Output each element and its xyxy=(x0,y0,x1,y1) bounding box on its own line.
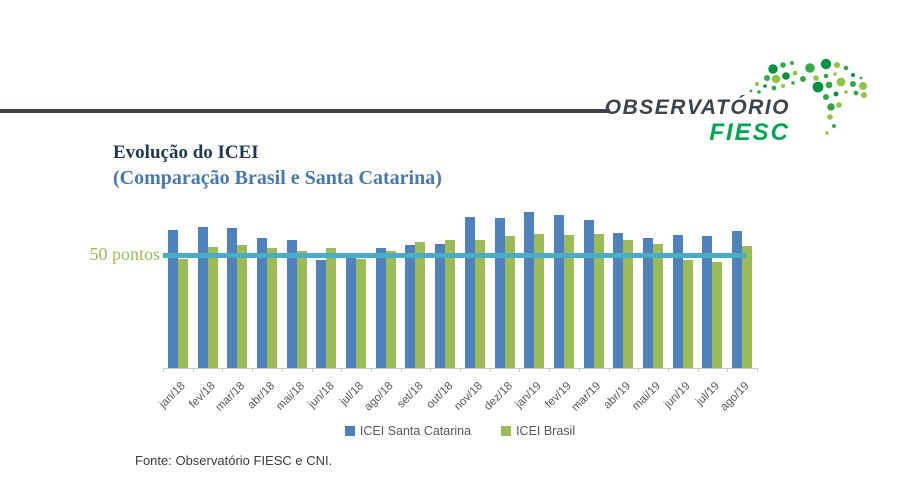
x-axis-tick xyxy=(489,368,491,372)
bar-santa-catarina-dez/18 xyxy=(494,217,505,368)
legend-label-santa-catarina: ICEI Santa Catarina xyxy=(359,424,472,438)
bar-santa-catarina-jul/18 xyxy=(346,257,356,368)
bar-brasil-ago/18 xyxy=(385,250,396,368)
x-axis-tick xyxy=(638,368,640,372)
bar-brasil-mar/19 xyxy=(593,233,604,368)
x-axis-label-jan/18: jan/18 xyxy=(157,380,188,411)
x-axis-tick xyxy=(667,368,669,372)
legend-item-brasil: ICEI Brasil xyxy=(501,424,575,438)
chart-title-block: Evolução do ICEI (Comparação Brasil e Sa… xyxy=(113,140,442,192)
legend-swatch-blue-icon xyxy=(344,426,355,436)
logo-wordmark-observatorio: OBSERVATÓRIO xyxy=(604,96,790,119)
bar-brasil-mai/19 xyxy=(653,243,663,368)
header-rule xyxy=(0,109,610,113)
reference-line-label: 50 pontos xyxy=(89,244,160,264)
bar-brasil-set/18 xyxy=(415,241,426,368)
bar-santa-catarina-abr/19 xyxy=(613,232,624,368)
bar-santa-catarina-out/18 xyxy=(435,243,446,368)
bar-santa-catarina-jan/19 xyxy=(524,212,535,368)
logo-wordmark-fiesc: FIESC xyxy=(709,119,790,146)
bar-brasil-jun/19 xyxy=(682,259,693,368)
chart-title: Evolução do ICEI xyxy=(113,142,259,163)
bar-brasil-jan/18 xyxy=(177,258,188,368)
x-axis-label-jun/18: jun/18 xyxy=(305,380,337,411)
bar-santa-catarina-ago/18 xyxy=(375,248,386,368)
x-axis-tick xyxy=(549,368,551,372)
x-axis-label-jan/19: jan/19 xyxy=(513,380,545,411)
x-axis-tick xyxy=(252,368,254,372)
x-axis-label-jun/19: jun/19 xyxy=(662,380,693,411)
bar-brasil-mar/18 xyxy=(237,245,248,368)
x-axis-tick xyxy=(608,368,610,372)
bar-brasil-jan/19 xyxy=(534,233,545,368)
x-axis-tick xyxy=(697,368,699,372)
bar-brasil-fev/19 xyxy=(563,234,574,368)
x-axis-tick xyxy=(370,368,372,372)
bar-santa-catarina-abr/18 xyxy=(256,238,267,368)
bar-santa-catarina-mai/19 xyxy=(643,238,653,368)
bar-brasil-jul/19 xyxy=(712,261,723,368)
bar-brasil-jun/18 xyxy=(326,248,337,368)
x-axis-tick xyxy=(430,368,432,372)
bar-brasil-ago/19 xyxy=(742,246,753,368)
chart-legend: ICEI Santa Catarina ICEI Brasil xyxy=(163,424,757,438)
reference-line-50-pontos xyxy=(163,252,746,258)
bar-santa-catarina-fev/18 xyxy=(197,226,208,368)
x-axis-tick xyxy=(281,368,283,372)
bar-santa-catarina-mar/19 xyxy=(583,220,594,368)
x-axis-label-out/18: out/18 xyxy=(424,380,456,412)
x-axis-label-mar/18: mar/18 xyxy=(213,380,248,414)
x-axis-label-fev/18: fev/18 xyxy=(186,380,218,411)
x-axis-label-dez/18: dez/18 xyxy=(481,380,515,413)
x-axis-tick xyxy=(311,368,313,372)
bar-brasil-abr/19 xyxy=(623,240,634,368)
bar-brasil-nov/18 xyxy=(474,240,485,368)
bar-chart-plot-area: jan/18 fev/18 mar/18 abr/18 mai/18 jun/18 jul/… xyxy=(157,210,758,414)
bar-brasil-mai/18 xyxy=(296,250,307,368)
bar-santa-catarina-set/18 xyxy=(405,245,416,368)
bar-brasil-out/18 xyxy=(445,240,456,368)
x-axis-label-abr/18: abr/18 xyxy=(245,380,277,412)
bar-santa-catarina-jul/19 xyxy=(702,235,713,368)
bar-brasil-fev/18 xyxy=(207,247,218,368)
logo-dots-santa-catarina-map-icon xyxy=(749,58,867,135)
x-axis-label-ago/19: ago/19 xyxy=(718,380,753,414)
bar-santa-catarina-fev/19 xyxy=(553,214,564,368)
chart-subtitle: (Comparação Brasil e Santa Catarina) xyxy=(113,167,442,189)
x-axis-label-nov/18: nov/18 xyxy=(451,380,485,413)
x-axis-tick xyxy=(757,368,758,372)
bar-santa-catarina-mai/18 xyxy=(286,240,297,368)
x-axis-tick xyxy=(192,368,194,372)
bar-brasil-dez/18 xyxy=(504,235,515,368)
x-axis-label-set/18: set/18 xyxy=(394,380,426,411)
x-axis-label-mai/18: mai/18 xyxy=(273,380,307,413)
x-axis-label-abr/19: abr/19 xyxy=(601,380,634,412)
x-axis-tick xyxy=(341,368,343,372)
source-note: Fonte: Observatório FIESC e CNI. xyxy=(135,453,333,468)
bar-brasil-jul/18 xyxy=(356,258,366,368)
x-axis-label-mai/19: mai/19 xyxy=(630,380,664,413)
x-axis-tick xyxy=(400,368,402,372)
x-axis-tick xyxy=(222,368,224,372)
bar-brasil-abr/18 xyxy=(266,248,277,368)
bar-santa-catarina-jan/18 xyxy=(167,230,178,368)
bar-santa-catarina-ago/19 xyxy=(732,231,743,368)
x-axis-tick xyxy=(578,368,580,372)
bar-santa-catarina-nov/18 xyxy=(464,216,475,368)
legend-swatch-green-icon xyxy=(501,426,512,436)
legend-label-brasil: ICEI Brasil xyxy=(516,424,576,438)
bar-santa-catarina-jun/19 xyxy=(672,234,683,368)
bar-santa-catarina-mar/18 xyxy=(227,228,238,368)
x-axis-tick xyxy=(163,368,164,372)
x-axis-tick xyxy=(460,368,461,372)
x-axis-label-ago/18: ago/18 xyxy=(362,380,396,414)
bar-santa-catarina-jun/18 xyxy=(316,259,327,368)
legend-item-santa-catarina: ICEI Santa Catarina xyxy=(344,424,472,438)
x-axis-tick xyxy=(519,368,521,372)
x-axis-tick xyxy=(727,368,729,372)
x-axis-label-mar/19: mar/19 xyxy=(569,380,604,414)
